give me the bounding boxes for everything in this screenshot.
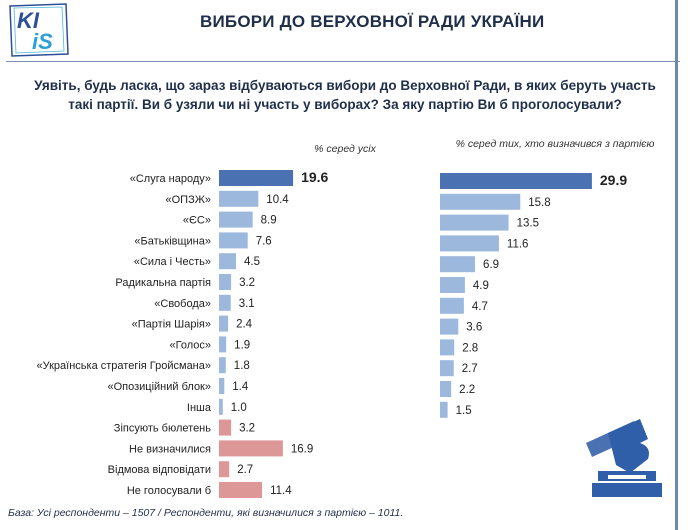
left-value-label: 7.6 [256,235,272,247]
right-chart-subtitle: % серед тих, хто визначився з партією [455,138,655,150]
right-value-label: 4.9 [473,280,489,292]
left-bar [219,170,294,186]
left-value-label: 1.8 [234,360,250,372]
right-bar [440,193,521,210]
left-bar [219,190,259,207]
left-value-label: 10.4 [266,194,289,206]
right-bar [440,173,592,189]
left-bar [219,357,226,374]
kiis-logo: KI iS [9,3,69,57]
right-value-label: 29.9 [600,172,627,188]
right-bar [440,339,455,356]
right-value-label: 11.6 [507,238,529,250]
left-category-label: «Сила і Честь» [134,256,211,268]
left-bar [219,315,229,332]
logo-bottom-text: iS [32,29,53,54]
left-category-label: «Слуга народу» [130,173,211,185]
left-category-label: «Партія Шарія» [132,319,211,331]
left-category-label: «ЄС» [183,215,211,227]
logo-top-text: KI [17,8,40,33]
left-value-label: 11.4 [270,485,292,497]
page-title: ВИБОРИ ДО ВЕРХОВНОЇ РАДИ УКРАЇНИ [200,12,545,31]
left-category-label: «Батьківщина» [134,235,211,247]
left-category-label: «Голос» [170,339,212,351]
survey-question: Уявіть, будь ласка, що зараз відбуваютьс… [34,78,656,112]
left-value-label: 1.9 [234,339,250,351]
right-bar [440,214,509,231]
left-category-label: «Українська стратегія Гройсмана» [37,360,212,372]
left-value-label: 3.2 [239,423,255,435]
right-bar [440,381,452,397]
left-category-label: «Опозиційний блок» [107,381,211,393]
left-category-label: Не голосували б [127,485,211,497]
left-bar [219,253,237,270]
left-bar [219,419,232,436]
right-value-label: 6.9 [483,259,499,271]
right-bar [440,297,464,314]
left-category-label: Не визначилися [129,443,211,455]
right-value-label: 15.8 [528,197,550,209]
left-bar [219,378,225,394]
left-bar [219,274,232,290]
right-bar [440,256,476,273]
right-value-label: 2.2 [459,384,475,396]
right-value-label: 1.5 [456,405,472,417]
left-value-label: 2.7 [237,464,253,476]
left-value-label: 1.4 [232,381,249,393]
left-value-label: 16.9 [291,443,313,455]
left-category-label: Зіпсують бюлетень [114,423,211,435]
left-value-label: 19.6 [301,169,328,185]
header-divider [6,61,680,62]
page-edge-bar [675,0,678,530]
left-value-label: 8.9 [261,215,277,227]
left-value-label: 3.2 [239,277,255,289]
left-category-label: Інша [187,402,212,414]
left-bar [219,336,227,353]
right-bar [440,318,459,335]
right-bar [440,277,465,293]
left-value-label: 4.5 [244,256,260,268]
left-chart-subtitle: % серед усіх [314,143,376,155]
right-bar [440,360,454,377]
left-bar [219,482,263,498]
right-value-label: 13.5 [517,218,539,230]
right-bar [440,235,499,252]
right-value-label: 2.7 [462,363,478,375]
right-value-label: 2.8 [462,342,478,354]
left-value-label: 3.1 [239,298,255,310]
left-bar [219,440,283,457]
left-bar [219,211,253,228]
left-bar [219,398,223,415]
left-category-label: Радикальна партія [115,277,211,289]
left-category-label: «Свобода» [154,298,211,310]
ballot-box-icon [578,413,668,498]
left-bar [219,294,231,311]
left-bar [219,232,248,249]
right-value-label: 3.6 [466,322,482,334]
right-bar [440,401,448,418]
left-category-label: Відмова відповідати [108,464,211,476]
right-value-label: 4.7 [472,301,488,313]
left-bar [219,461,230,478]
left-value-label: 1.0 [231,402,247,414]
base-footnote: База: Усі респонденти – 1507 / Респонден… [8,507,404,519]
left-value-label: 2.4 [236,319,253,331]
left-category-label: «ОПЗЖ» [166,194,212,206]
